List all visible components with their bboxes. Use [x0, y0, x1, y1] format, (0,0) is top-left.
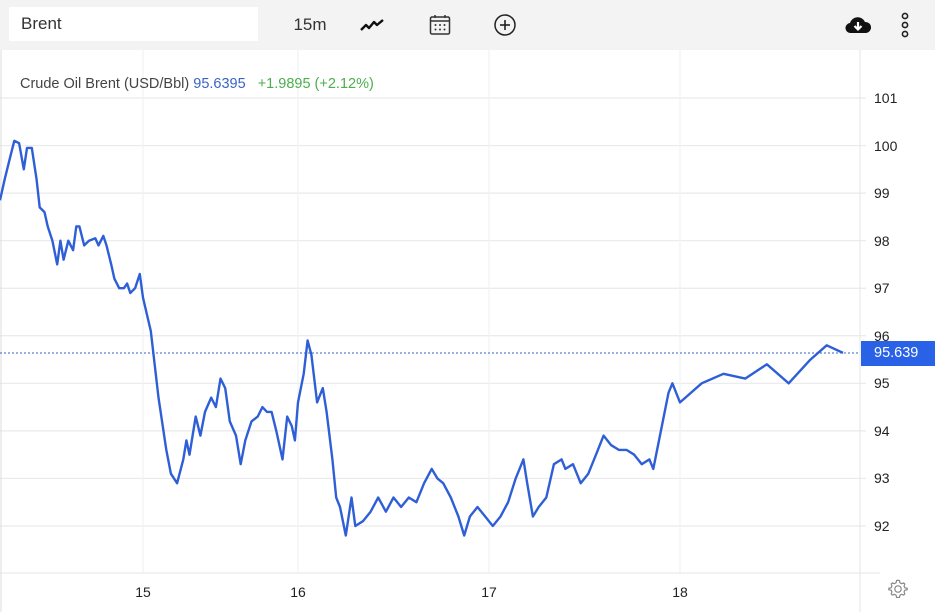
settings-gear-icon[interactable]: [887, 578, 909, 600]
legend-change: +1.9895 (+2.12%): [257, 76, 374, 92]
line-chart-icon[interactable]: [357, 8, 387, 42]
price-axis-label: 92: [874, 518, 890, 534]
price-axis-label: 99: [874, 185, 890, 202]
download-cloud-icon[interactable]: [843, 8, 873, 42]
symbol-search-input[interactable]: [9, 7, 258, 41]
price-series-line: [0, 139, 844, 537]
last-price-tag: 95.639: [861, 341, 935, 366]
toolbar: 15m: [0, 0, 935, 50]
interval-selector[interactable]: 15m: [293, 15, 327, 34]
price-chart[interactable]: [0, 50, 935, 612]
price-axis-label: 96: [874, 327, 890, 344]
chart-legend: Crude Oil Brent (USD/Bbl) 95.6395 +1.989…: [20, 76, 374, 92]
grid-lines: [0, 50, 866, 573]
time-axis-label: 17: [481, 584, 497, 600]
add-circle-icon[interactable]: [490, 8, 520, 42]
price-axis-label: 100: [874, 137, 898, 154]
calendar-icon[interactable]: [425, 8, 455, 42]
more-vertical-icon[interactable]: [890, 8, 920, 42]
price-axis-label: 98: [874, 232, 890, 249]
price-axis-label: 95: [874, 375, 890, 392]
time-axis-label: 15: [135, 584, 151, 600]
legend-instrument: Crude Oil Brent (USD/Bbl): [20, 76, 190, 92]
price-axis-label: 97: [874, 280, 890, 297]
time-axis-label: 18: [672, 584, 688, 600]
price-axis-label: 94: [874, 422, 890, 439]
time-axis-label: 16: [290, 584, 306, 600]
legend-price: 95.6395: [193, 76, 246, 92]
price-axis-label: 93: [874, 470, 890, 487]
price-axis-label: 101: [874, 90, 898, 106]
